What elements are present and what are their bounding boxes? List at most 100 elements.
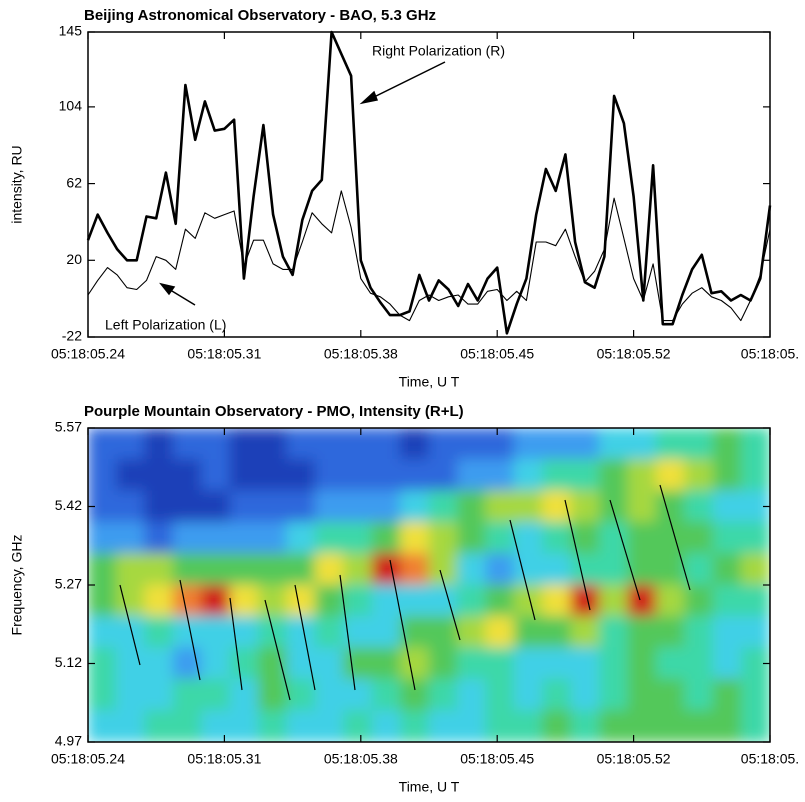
contour-cell [456,615,487,649]
x-tick-label: 05:18:05.38 [324,346,398,362]
contour-cell [229,584,259,617]
contour-cell [229,678,259,712]
contour-cell [144,584,174,617]
contour-cell [513,584,544,617]
x-tick-label: 05:18:05.24 [51,751,125,767]
contour-cell [115,458,146,492]
contour-cell [144,647,174,680]
contour-cell [201,678,231,712]
x-tick-label: 05:18:05.31 [187,751,261,767]
drift-line [339,574,356,691]
contour-cell [428,428,458,460]
contour-cell [115,490,146,523]
contour-cell [570,615,600,649]
contour-cell [144,490,174,523]
contour-cell [400,710,430,742]
contour-cell [712,458,743,492]
contour-cell [314,428,345,460]
contour-cell [712,710,743,742]
y-tick-label: 4.97 [55,733,82,749]
drift-lines [119,484,691,701]
contour-cell [201,710,231,742]
contour-cell [485,584,515,617]
contour-cell [371,584,402,617]
contour-cell [400,521,430,555]
contour-cell [400,428,430,460]
y-tick-label: 104 [59,98,83,114]
contour-cell [513,647,544,680]
contour-cell [712,490,743,523]
contour-cell [599,428,629,460]
contour-cell [286,615,316,649]
contour-cell [542,553,572,586]
drift-line [659,484,691,591]
contour-cell [400,458,430,492]
contour-cell [258,428,288,460]
contour-cell [684,490,714,523]
x-axis-label: Time, U T [399,779,460,795]
contour-cell [314,584,345,617]
contour-cell [286,458,316,492]
contour-cell [314,710,345,742]
contour-cell [456,490,487,523]
drift-line [294,584,316,691]
contour-cell [88,710,117,742]
contour-cell [542,584,572,617]
contour-cell [201,615,231,649]
contour-cell [712,678,743,712]
contour-cell [741,615,770,649]
contour-cell [172,428,203,460]
contour-cell [741,521,770,555]
contour-cell [258,710,288,742]
contour-cell [428,647,458,680]
contour-cell [88,553,117,586]
contour-cell [684,678,714,712]
contour-cell [655,615,686,649]
contour-cell [400,584,430,617]
contour-cell [485,521,515,555]
contour-cell [655,647,686,680]
contour-cell [513,710,544,742]
contour-cell [258,647,288,680]
contour-cell [371,615,402,649]
contour-cell [655,710,686,742]
contour-cell [513,615,544,649]
contour-cell [627,428,657,460]
contour-cell [627,647,657,680]
contour-cell [485,710,515,742]
contour-cell [144,553,174,586]
contour-cell [371,553,402,586]
contour-cell [172,490,203,523]
contour-cell [286,584,316,617]
contour-cell [570,458,600,492]
x-tick-label: 05:18:05.45 [460,346,534,362]
contour-field [88,428,770,742]
contour-cell [456,584,487,617]
contour-cell [684,647,714,680]
contour-cell [371,678,402,712]
contour-cell [115,615,146,649]
contour-cell [343,490,373,523]
contour-cell [286,678,316,712]
annotation-arrows [159,61,446,306]
contour-cell [172,584,203,617]
contour-cell [144,521,174,555]
contour-cell [343,678,373,712]
drift-line [179,579,201,681]
contour-cell [599,553,629,586]
y-tick-label: 5.42 [55,497,82,513]
contour-cell [229,710,259,742]
contour-cell [741,458,770,492]
contour-cell [599,710,629,742]
annotation-r: Right Polarization (R) [372,43,505,59]
contour-cell [627,553,657,586]
contour-cell [343,584,373,617]
contour-cell [513,428,544,460]
contour-cell [741,678,770,712]
drift-line [389,559,416,691]
contour-cell [627,490,657,523]
contour-cell [456,710,487,742]
contour-cell [201,584,231,617]
contour-cell [314,458,345,492]
